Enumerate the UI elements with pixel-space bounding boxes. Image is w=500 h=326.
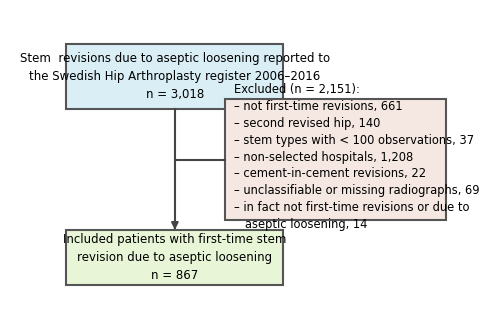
Text: Included patients with first-time stem
revision due to aseptic loosening
n = 867: Included patients with first-time stem r… [63, 233, 286, 282]
FancyBboxPatch shape [66, 230, 284, 285]
FancyBboxPatch shape [66, 44, 284, 110]
FancyBboxPatch shape [225, 99, 446, 220]
Text: Stem  revisions due to aseptic loosening reported to
the Swedish Hip Arthroplast: Stem revisions due to aseptic loosening … [20, 52, 330, 101]
Text: Excluded (n = 2,151):
– not first-time revisions, 661
– second revised hip, 140
: Excluded (n = 2,151): – not first-time r… [234, 83, 480, 231]
